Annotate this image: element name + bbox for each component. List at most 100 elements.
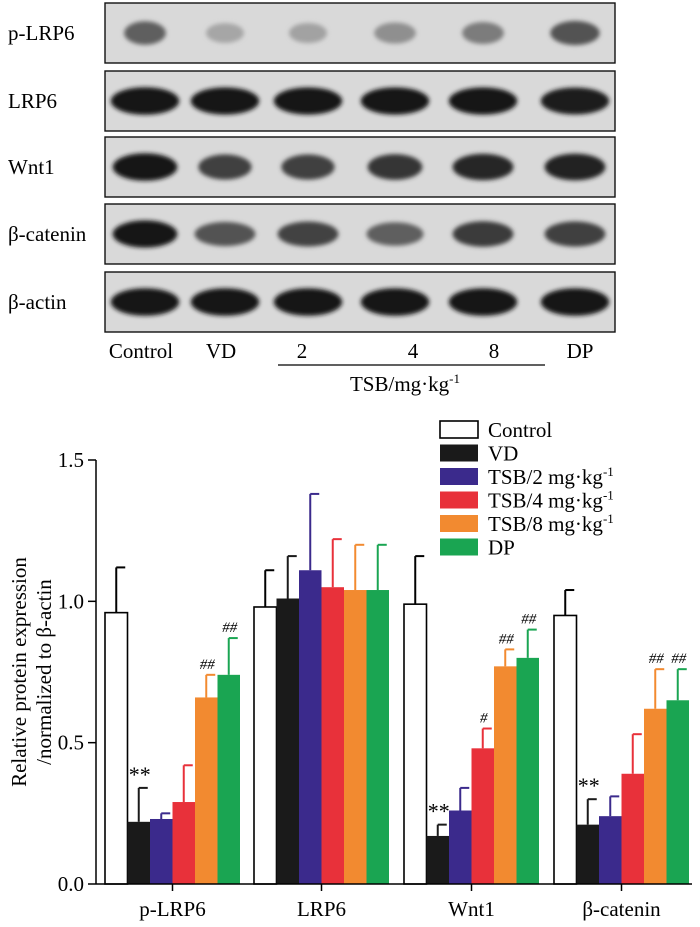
bar-tsb-4-mg-kg-wnt1 bbox=[471, 748, 494, 884]
blot-band bbox=[194, 221, 256, 247]
x-tick-label-catenin: β-catenin bbox=[582, 897, 661, 921]
blot-row-actin: β-actin bbox=[8, 271, 616, 333]
blot-band bbox=[190, 87, 260, 115]
blot-band bbox=[448, 87, 518, 115]
y-axis: 0.0 0.5 1.0 1.5 bbox=[58, 448, 97, 896]
blot-row-label: Wnt1 bbox=[8, 155, 55, 179]
legend-label: VD bbox=[488, 442, 518, 466]
legend-swatch bbox=[440, 491, 478, 509]
blot-row-label: LRP6 bbox=[8, 89, 57, 113]
blot-strip bbox=[104, 271, 616, 333]
legend-swatch bbox=[440, 515, 478, 532]
blot-band bbox=[540, 87, 610, 115]
lane-label-dp: DP bbox=[567, 339, 594, 363]
legend-item-tsb-8-mg-kg: TSB/8 mg·kg-1 bbox=[440, 511, 614, 536]
blot-band bbox=[374, 22, 416, 44]
blot-band bbox=[448, 288, 518, 316]
blot-band bbox=[277, 221, 339, 247]
y-axis-label-line1: Relative protein expression bbox=[7, 557, 31, 787]
legend-swatch bbox=[439, 420, 479, 439]
legend-item-control: Control bbox=[439, 418, 552, 442]
y-tick-label: 1.5 bbox=[58, 448, 84, 472]
bar-group-p-lrp6: ** ## ## bbox=[104, 566, 240, 885]
significance-mark: ** bbox=[578, 773, 600, 798]
significance-mark: ## bbox=[671, 651, 687, 667]
lane-labels: Control VD 2 4 8 DP TSB/mg·kg-1 bbox=[109, 339, 594, 396]
bar-vd-lrp6 bbox=[276, 598, 299, 884]
tsb-group-label: TSB/mg·kg-1 bbox=[350, 371, 460, 396]
blot-band bbox=[112, 220, 178, 248]
bar-tsb-4-mg-kg-p-lrp6 bbox=[172, 802, 195, 884]
blot-band bbox=[366, 222, 424, 246]
legend-label: TSB/4 mg·kg-1 bbox=[488, 488, 614, 513]
blot-band bbox=[540, 288, 610, 316]
bar-tsb-2-mg-kg-p-lrp6 bbox=[150, 818, 173, 884]
bar-dp-catenin bbox=[666, 700, 689, 884]
blot-band bbox=[198, 154, 252, 180]
significance-mark: ## bbox=[521, 612, 537, 628]
lane-label-tsb-4: 4 bbox=[408, 339, 419, 363]
blot-band bbox=[360, 87, 430, 115]
bar-group-catenin: ** ## ## bbox=[553, 589, 689, 885]
legend-swatch bbox=[440, 538, 478, 556]
x-tick-label-wnt1: Wnt1 bbox=[448, 897, 495, 921]
bar-group-lrp6 bbox=[253, 492, 389, 885]
blot-row-label: β-actin bbox=[8, 290, 67, 314]
significance-mark: ## bbox=[499, 631, 515, 647]
blot-band bbox=[452, 221, 514, 247]
legend-item-vd: VD bbox=[440, 442, 518, 466]
bar-tsb-8-mg-kg-wnt1 bbox=[494, 666, 517, 884]
blot-strip bbox=[104, 70, 616, 132]
x-axis: p-LRP6 LRP6 Wnt1 β-catenin bbox=[96, 883, 692, 921]
y-tick-label: 1.0 bbox=[58, 589, 84, 613]
blot-row-lrp6: LRP6 bbox=[8, 70, 616, 132]
blot-band bbox=[110, 288, 180, 316]
blot-band bbox=[360, 288, 430, 316]
significance-mark: ## bbox=[222, 620, 238, 636]
blot-strip bbox=[104, 2, 616, 64]
blot-band bbox=[462, 22, 504, 44]
bar-control-catenin bbox=[553, 614, 578, 885]
lane-label-control: Control bbox=[109, 339, 173, 363]
significance-mark: ## bbox=[200, 657, 216, 673]
blot-strip bbox=[104, 136, 616, 198]
legend-item-tsb-4-mg-kg: TSB/4 mg·kg-1 bbox=[440, 488, 614, 513]
y-tick-label: 0.0 bbox=[58, 872, 84, 896]
significance-mark: ## bbox=[649, 651, 665, 667]
bar-dp-wnt1 bbox=[516, 657, 539, 884]
significance-mark: # bbox=[480, 711, 488, 727]
bar-dp-lrp6 bbox=[366, 590, 389, 884]
blot-band bbox=[190, 288, 260, 316]
legend-label: TSB/8 mg·kg-1 bbox=[488, 511, 614, 536]
bar-vd-catenin bbox=[576, 824, 599, 884]
blot-band bbox=[289, 23, 327, 43]
blot-row-label: p-LRP6 bbox=[8, 21, 75, 45]
significance-mark: ** bbox=[428, 799, 450, 824]
blot-band bbox=[550, 20, 600, 46]
bar-vd-wnt1 bbox=[426, 835, 449, 884]
blot-band bbox=[273, 87, 343, 115]
blot-row-wnt1: Wnt1 bbox=[8, 136, 616, 198]
lane-label-tsb-2: 2 bbox=[297, 339, 308, 363]
legend-swatch bbox=[440, 444, 478, 462]
y-axis-label-line2: /normalized to β-actin bbox=[32, 579, 56, 765]
blot-band bbox=[206, 23, 244, 43]
legend-item-dp: DP bbox=[440, 536, 515, 560]
blot-band bbox=[110, 87, 180, 115]
bar-tsb-8-mg-kg-lrp6 bbox=[344, 590, 367, 884]
blot-strip bbox=[104, 203, 616, 265]
blot-row-catenin: β-catenin bbox=[8, 203, 616, 265]
blot-band bbox=[124, 21, 166, 45]
bar-chart: 0.00.51.01.5 **####**#####**## ## p-LRP6 L… bbox=[7, 448, 692, 921]
bar-tsb-2-mg-kg-catenin bbox=[599, 816, 622, 884]
bar-control-wnt1 bbox=[403, 603, 428, 885]
blot-band bbox=[112, 153, 178, 181]
bars: **####**#####**## ## bbox=[104, 492, 689, 885]
blot-band bbox=[273, 288, 343, 316]
bar-dp-p-lrp6 bbox=[217, 674, 240, 884]
blot-band bbox=[367, 154, 423, 180]
bar-tsb-8-mg-kg-p-lrp6 bbox=[195, 697, 218, 884]
bar-control-p-lrp6 bbox=[104, 611, 129, 885]
bar-tsb-2-mg-kg-wnt1 bbox=[449, 810, 472, 884]
blot-band bbox=[281, 154, 335, 180]
